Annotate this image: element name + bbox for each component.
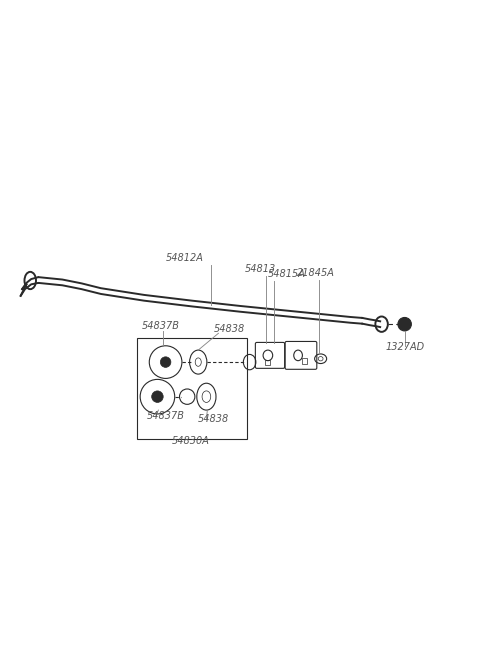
Text: 54813: 54813 [245,264,276,274]
Text: 21845A: 21845A [297,267,335,278]
Text: 54812A: 54812A [166,254,204,263]
Text: 54815A: 54815A [268,269,305,279]
Text: 54837B: 54837B [147,411,185,420]
Bar [302,358,307,364]
Text: 54838: 54838 [214,324,245,334]
Text: 1327AD: 1327AD [385,342,424,352]
Text: 54838: 54838 [198,414,229,424]
Circle shape [160,357,171,367]
Circle shape [398,317,411,331]
Circle shape [152,391,163,403]
Text: 54837B: 54837B [142,321,180,332]
Bar [264,360,270,365]
Text: 54830A: 54830A [172,436,210,445]
Bar [137,338,247,439]
